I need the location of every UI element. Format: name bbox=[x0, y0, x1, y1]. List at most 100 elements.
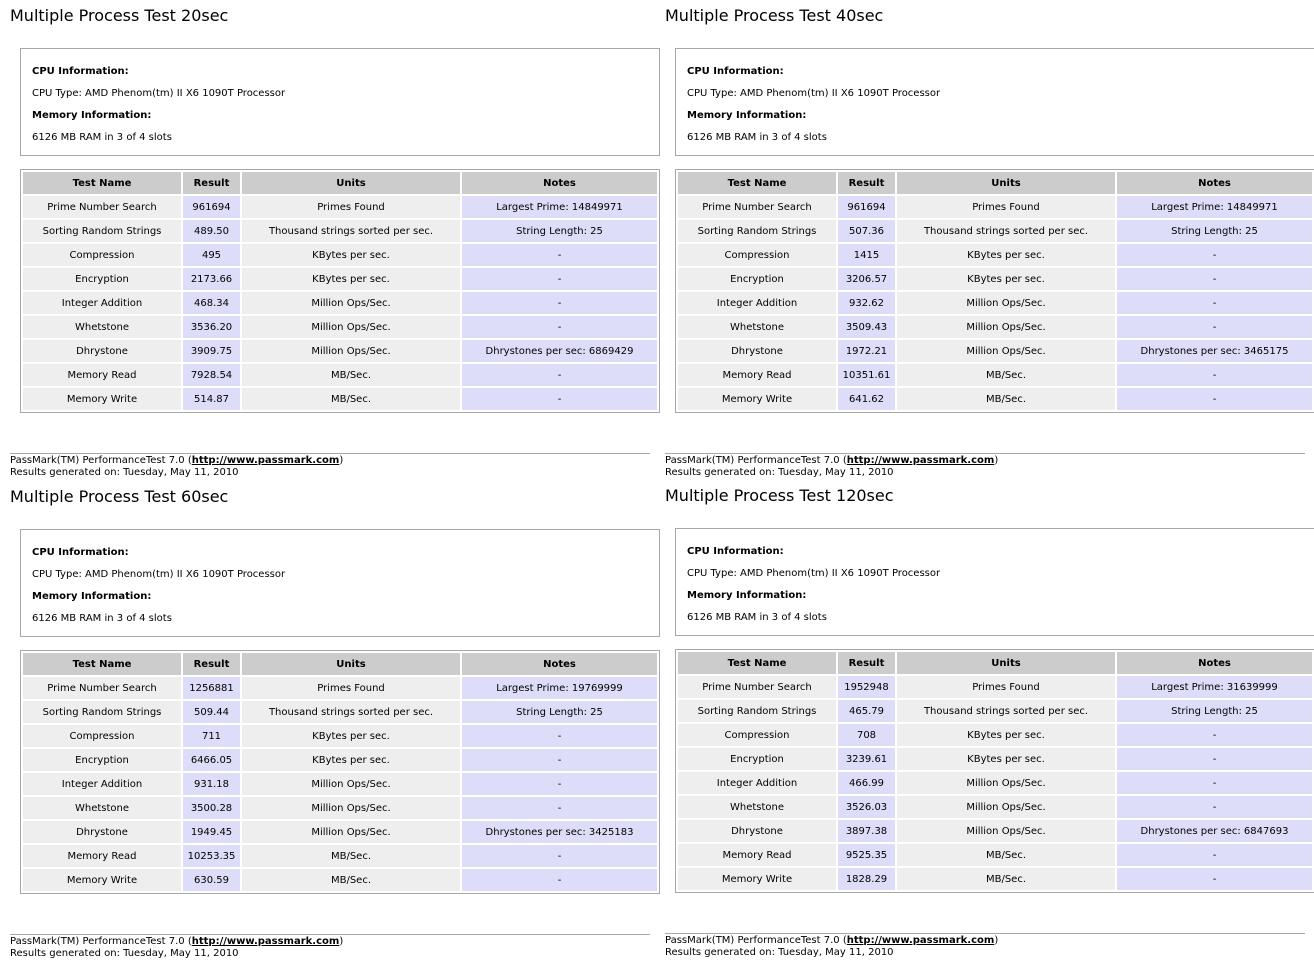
notes-cell: - bbox=[1117, 868, 1312, 890]
report-title: Multiple Process Test 60sec bbox=[10, 487, 229, 506]
notes-cell: Dhrystones per sec: 3425183 bbox=[462, 821, 657, 843]
table-row: Memory Read 10351.61 MB/Sec. - bbox=[678, 364, 1312, 386]
result-cell: 10351.61 bbox=[838, 364, 895, 386]
footer-date: Results generated on: Tuesday, May 11, 2… bbox=[10, 467, 239, 478]
result-cell: 3509.43 bbox=[838, 316, 895, 338]
notes-cell: - bbox=[462, 388, 657, 410]
table-row: Encryption 3239.61 KBytes per sec. - bbox=[678, 748, 1312, 770]
result-cell: 711 bbox=[183, 725, 240, 747]
table-header-row: Test Name Result Units Notes bbox=[678, 172, 1312, 194]
cpu-type: CPU Type: AMD Phenom(tm) II X6 1090T Pro… bbox=[687, 568, 941, 579]
table-row: Memory Read 10253.35 MB/Sec. - bbox=[23, 845, 657, 867]
notes-cell: String Length: 25 bbox=[1117, 220, 1312, 242]
report-panel-40sec: Multiple Process Test 40sec CPU Informat… bbox=[655, 0, 1314, 478]
units-cell: MB/Sec. bbox=[897, 844, 1115, 866]
test-name-cell: Encryption bbox=[678, 748, 836, 770]
table-row: Compression 711 KBytes per sec. - bbox=[23, 725, 657, 747]
units-cell: Million Ops/Sec. bbox=[242, 292, 460, 314]
test-name-cell: Prime Number Search bbox=[23, 196, 181, 218]
units-cell: MB/Sec. bbox=[897, 868, 1115, 890]
units-cell: Million Ops/Sec. bbox=[897, 820, 1115, 842]
result-cell: 495 bbox=[183, 244, 240, 266]
result-cell: 1949.45 bbox=[183, 821, 240, 843]
notes-cell: Dhrystones per sec: 3465175 bbox=[1117, 340, 1312, 362]
system-info-box: CPU Information: CPU Type: AMD Phenom(tm… bbox=[675, 528, 1314, 636]
footer-product: PassMark(TM) PerformanceTest 7.0 ( bbox=[10, 455, 192, 466]
passmark-link[interactable]: http://www.passmark.com bbox=[846, 455, 995, 466]
cpu-info-label: CPU Information: bbox=[32, 66, 129, 77]
notes-cell: - bbox=[462, 725, 657, 747]
result-cell: 507.36 bbox=[838, 220, 895, 242]
header-result: Result bbox=[838, 172, 895, 194]
test-name-cell: Compression bbox=[23, 725, 181, 747]
cpu-info-label: CPU Information: bbox=[687, 546, 784, 557]
report-title: Multiple Process Test 40sec bbox=[665, 6, 884, 25]
passmark-link[interactable]: http://www.passmark.com bbox=[191, 936, 340, 947]
header-notes: Notes bbox=[462, 653, 657, 675]
memory-info-label: Memory Information: bbox=[687, 110, 807, 121]
notes-cell: - bbox=[462, 364, 657, 386]
units-cell: MB/Sec. bbox=[242, 388, 460, 410]
passmark-link[interactable]: http://www.passmark.com bbox=[191, 455, 340, 466]
table-row: Whetstone 3509.43 Million Ops/Sec. - bbox=[678, 316, 1312, 338]
result-cell: 961694 bbox=[838, 196, 895, 218]
table-row: Dhrystone 1972.21 Million Ops/Sec. Dhryston… bbox=[678, 340, 1312, 362]
notes-cell: String Length: 25 bbox=[462, 701, 657, 723]
table-row: Memory Write 641.62 MB/Sec. - bbox=[678, 388, 1312, 410]
table-row: Sorting Random Strings 509.44 Thousand str… bbox=[23, 701, 657, 723]
units-cell: KBytes per sec. bbox=[897, 244, 1115, 266]
notes-cell: - bbox=[462, 749, 657, 771]
cpu-type: CPU Type: AMD Phenom(tm) II X6 1090T Pro… bbox=[32, 88, 286, 99]
notes-cell: Largest Prime: 14849971 bbox=[462, 196, 657, 218]
footer-product: PassMark(TM) PerformanceTest 7.0 ( bbox=[665, 935, 847, 946]
test-name-cell: Prime Number Search bbox=[678, 676, 836, 698]
result-cell: 6466.05 bbox=[183, 749, 240, 771]
test-name-cell: Whetstone bbox=[678, 796, 836, 818]
notes-cell: - bbox=[1117, 772, 1312, 794]
notes-cell: - bbox=[1117, 244, 1312, 266]
memory-value: 6126 MB RAM in 3 of 4 slots bbox=[32, 613, 172, 624]
notes-cell: - bbox=[1117, 268, 1312, 290]
header-result: Result bbox=[183, 172, 240, 194]
table-row: Whetstone 3500.28 Million Ops/Sec. - bbox=[23, 797, 657, 819]
notes-cell: Dhrystones per sec: 6847693 bbox=[1117, 820, 1312, 842]
test-name-cell: Sorting Random Strings bbox=[23, 701, 181, 723]
table-row: Compression 495 KBytes per sec. - bbox=[23, 244, 657, 266]
table-row: Memory Write 1828.29 MB/Sec. - bbox=[678, 868, 1312, 890]
test-name-cell: Dhrystone bbox=[23, 821, 181, 843]
notes-cell: - bbox=[462, 797, 657, 819]
units-cell: Million Ops/Sec. bbox=[897, 292, 1115, 314]
test-name-cell: Sorting Random Strings bbox=[678, 220, 836, 242]
units-cell: KBytes per sec. bbox=[897, 724, 1115, 746]
test-name-cell: Compression bbox=[23, 244, 181, 266]
units-cell: Primes Found bbox=[897, 196, 1115, 218]
result-cell: 514.87 bbox=[183, 388, 240, 410]
table-row: Memory Write 630.59 MB/Sec. - bbox=[23, 869, 657, 891]
header-result: Result bbox=[838, 652, 895, 674]
result-cell: 1256881 bbox=[183, 677, 240, 699]
result-cell: 708 bbox=[838, 724, 895, 746]
notes-cell: - bbox=[1117, 844, 1312, 866]
table-row: Prime Number Search 1256881 Primes Found La… bbox=[23, 677, 657, 699]
table-header-row: Test Name Result Units Notes bbox=[23, 653, 657, 675]
results-table: Test Name Result Units Notes Prime Numbe… bbox=[675, 169, 1314, 413]
results-table: Test Name Result Units Notes Prime Numbe… bbox=[675, 649, 1314, 893]
memory-info-label: Memory Information: bbox=[32, 591, 152, 602]
footer-paren: ) bbox=[339, 936, 344, 947]
header-notes: Notes bbox=[1117, 652, 1312, 674]
table-row: Integer Addition 466.99 Million Ops/Sec. - bbox=[678, 772, 1312, 794]
passmark-link[interactable]: http://www.passmark.com bbox=[846, 935, 995, 946]
notes-cell: String Length: 25 bbox=[1117, 700, 1312, 722]
test-name-cell: Integer Addition bbox=[23, 292, 181, 314]
notes-cell: String Length: 25 bbox=[462, 220, 657, 242]
test-name-cell: Whetstone bbox=[23, 316, 181, 338]
memory-value: 6126 MB RAM in 3 of 4 slots bbox=[687, 612, 827, 623]
test-name-cell: Compression bbox=[678, 244, 836, 266]
header-test-name: Test Name bbox=[23, 172, 181, 194]
table-header-row: Test Name Result Units Notes bbox=[678, 652, 1312, 674]
header-units: Units bbox=[897, 652, 1115, 674]
report-footer: PassMark(TM) PerformanceTest 7.0 (http:/… bbox=[10, 934, 650, 960]
test-name-cell: Memory Write bbox=[678, 868, 836, 890]
notes-cell: - bbox=[462, 268, 657, 290]
units-cell: KBytes per sec. bbox=[242, 725, 460, 747]
